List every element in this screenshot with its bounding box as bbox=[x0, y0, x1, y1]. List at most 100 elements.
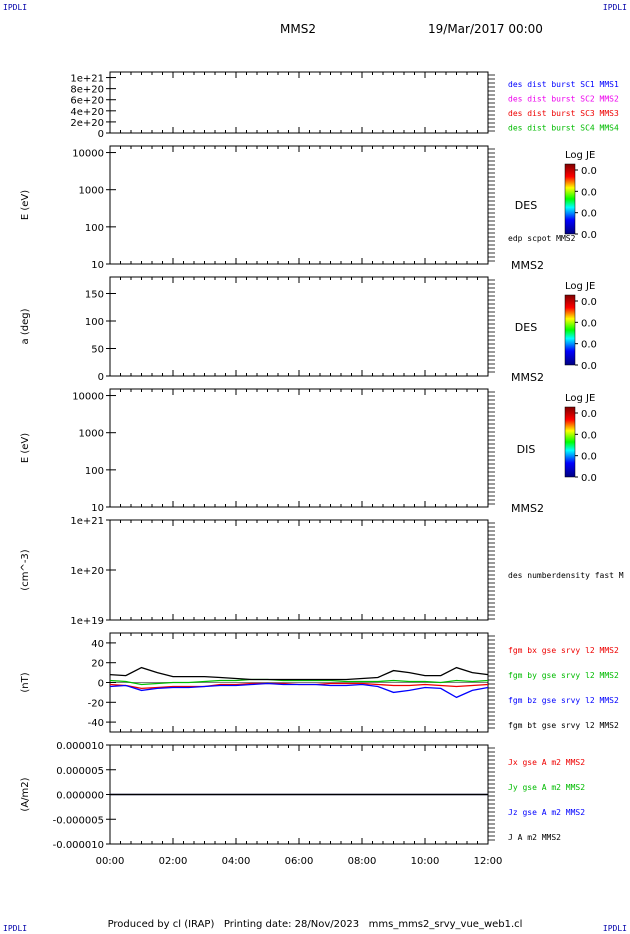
legend-1: des dist burst SC2 MMS2 bbox=[508, 95, 619, 104]
footer-produced-by: Produced by cl (IRAP) bbox=[107, 919, 215, 930]
x-tick-label: 04:00 bbox=[222, 856, 251, 867]
y-tick-label: 10 bbox=[91, 260, 104, 271]
colorbar-scale bbox=[564, 163, 576, 235]
legend-3: fgm bt gse srvy l2 MMS2 bbox=[508, 721, 619, 730]
y-tick-label: 0.000005 bbox=[56, 766, 104, 777]
y-tick-label: -0.000010 bbox=[53, 840, 104, 851]
y-tick-label: 40 bbox=[91, 639, 104, 650]
series-line-3 bbox=[109, 666, 489, 681]
x-tick-label: 08:00 bbox=[348, 856, 377, 867]
instrument-label: DES bbox=[515, 199, 537, 212]
colorbar-title: Log JE bbox=[565, 393, 595, 404]
colorbar-title: Log JE bbox=[565, 150, 595, 161]
y-tick-label: 1000 bbox=[79, 429, 104, 440]
y-tick-label: 1e+19 bbox=[70, 616, 104, 627]
corner-label-bottom-left: IPDLI bbox=[3, 924, 28, 933]
y-tick-label: -20 bbox=[88, 698, 104, 709]
y-tick-label: 0.000000 bbox=[56, 791, 104, 802]
colorbar-tick-label: 0.0 bbox=[581, 230, 597, 241]
instrument-label: DIS bbox=[517, 443, 536, 456]
y-tick-label: 150 bbox=[85, 290, 104, 301]
y-tick-label: 1e+21 bbox=[70, 516, 104, 527]
panel-3-frame bbox=[109, 276, 489, 377]
y-tick-label: 0.000010 bbox=[56, 741, 104, 752]
y-tick-label: 10 bbox=[91, 503, 104, 514]
corner-label-top-right: IPDLI bbox=[602, 3, 627, 12]
colorbar-title: Log JE bbox=[565, 281, 595, 292]
colorbar-tick-label: 0.0 bbox=[581, 318, 597, 329]
legend-0: fgm bx gse srvy l2 MMS2 bbox=[508, 646, 619, 655]
y-axis-label: (cm^-3) bbox=[20, 549, 31, 590]
colorbar-scale bbox=[564, 406, 576, 478]
y-axis-label: E (eV) bbox=[20, 190, 31, 220]
y-tick-label: 4e+20 bbox=[70, 107, 104, 118]
y-tick-label: 100 bbox=[85, 223, 104, 234]
y-tick-label: 1e+21 bbox=[70, 74, 104, 85]
spacecraft-label: MMS2 bbox=[511, 502, 544, 515]
series-line-1 bbox=[109, 678, 489, 686]
colorbar-tick-label: 0.0 bbox=[581, 340, 597, 351]
y-tick-label: 100 bbox=[85, 466, 104, 477]
colorbar-tick-label: 0.0 bbox=[581, 297, 597, 308]
y-tick-label: 0 bbox=[98, 372, 104, 383]
panel-4-frame bbox=[109, 388, 489, 508]
legend-1: Jy gse A m2 MMS2 bbox=[508, 783, 585, 792]
y-axis-label: E (eV) bbox=[20, 433, 31, 463]
legend-2: fgm bz gse srvy l2 MMS2 bbox=[508, 696, 619, 705]
y-tick-label: 6e+20 bbox=[70, 96, 104, 107]
legend-2: Jz gse A m2 MMS2 bbox=[508, 808, 585, 817]
footer-printing-date: Printing date: 28/Nov/2023 bbox=[223, 919, 360, 930]
colorbar-tick-label: 0.0 bbox=[581, 409, 597, 420]
colorbar-tick-label: 0.0 bbox=[581, 166, 597, 177]
panel-1-frame bbox=[109, 71, 489, 134]
legend-3: des dist burst SC4 MMS4 bbox=[508, 124, 619, 133]
legend-density: des numberdensity fast M bbox=[508, 571, 624, 580]
y-axis-label: (nT) bbox=[20, 672, 31, 692]
y-tick-label: 0 bbox=[98, 129, 104, 140]
legend-1: fgm by gse srvy l2 MMS2 bbox=[508, 671, 619, 680]
colorbar-tick-label: 0.0 bbox=[581, 473, 597, 484]
date-title: 19/Mar/2017 00:00 bbox=[428, 22, 543, 36]
y-tick-label: 20 bbox=[91, 659, 104, 670]
y-axis-label: a (deg) bbox=[20, 308, 31, 344]
spacecraft-label: MMS2 bbox=[511, 259, 544, 272]
x-tick-label: 12:00 bbox=[474, 856, 503, 867]
corner-label-top-left: IPDLI bbox=[3, 3, 28, 12]
y-tick-label: 10000 bbox=[72, 149, 104, 160]
y-tick-label: -40 bbox=[88, 718, 104, 729]
corner-label-bottom-right: IPDLI bbox=[602, 924, 627, 933]
colorbar-tick-label: 0.0 bbox=[581, 452, 597, 463]
colorbar-tick-label: 0.0 bbox=[581, 361, 597, 372]
series-line-2 bbox=[109, 682, 489, 699]
colorbar-tick-label: 0.0 bbox=[581, 430, 597, 441]
x-tick-label: 06:00 bbox=[285, 856, 314, 867]
y-tick-label: 50 bbox=[91, 345, 104, 356]
y-tick-label: 1e+20 bbox=[70, 566, 104, 577]
y-tick-label: 8e+20 bbox=[70, 85, 104, 96]
panel-2-frame bbox=[109, 145, 489, 265]
panel-5-frame bbox=[109, 519, 489, 621]
y-axis-label: (A/m2) bbox=[20, 777, 31, 811]
spacecraft-title: MMS2 bbox=[280, 22, 316, 36]
instrument-label: DES bbox=[515, 321, 537, 334]
x-tick-label: 00:00 bbox=[96, 856, 125, 867]
footer-filename: mms_mms2_srvy_vue_web1.cl bbox=[368, 919, 523, 930]
x-tick-label: 10:00 bbox=[411, 856, 440, 867]
legend-0: Jx gse A m2 MMS2 bbox=[508, 758, 585, 767]
legend-3: J A m2 MMS2 bbox=[508, 833, 561, 842]
y-tick-label: -0.000005 bbox=[53, 815, 104, 826]
y-tick-label: 2e+20 bbox=[70, 118, 104, 129]
overlay-label: edp scpot MMS2 bbox=[508, 234, 576, 243]
x-tick-label: 02:00 bbox=[159, 856, 188, 867]
colorbar-tick-label: 0.0 bbox=[581, 209, 597, 220]
colorbar-scale bbox=[564, 294, 576, 366]
legend-0: des dist burst SC1 MMS1 bbox=[508, 80, 619, 89]
footer: Produced by cl (IRAP) Printing date: 28/… bbox=[0, 919, 630, 930]
legend-2: des dist burst SC3 MMS3 bbox=[508, 109, 619, 118]
y-tick-label: 10000 bbox=[72, 392, 104, 403]
y-tick-label: 1000 bbox=[79, 186, 104, 197]
y-tick-label: 0 bbox=[98, 679, 104, 690]
spacecraft-label: MMS2 bbox=[511, 371, 544, 384]
colorbar-tick-label: 0.0 bbox=[581, 187, 597, 198]
